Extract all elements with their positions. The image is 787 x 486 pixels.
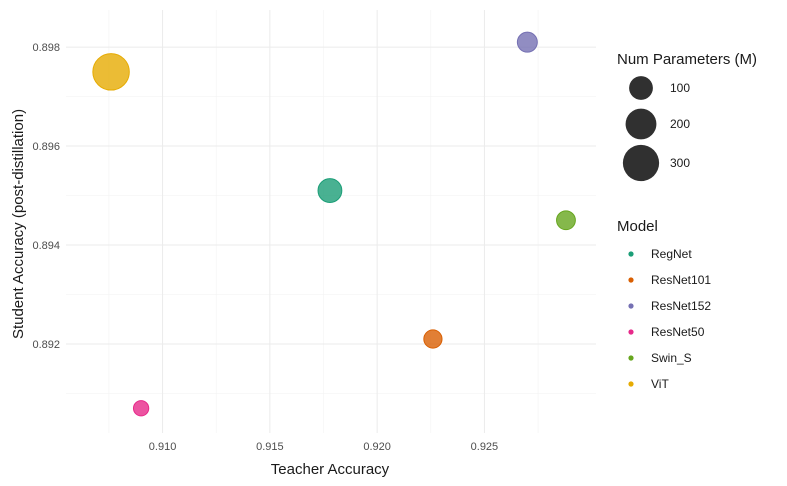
color-legend-key xyxy=(628,381,634,387)
data-point-resnet152 xyxy=(516,31,538,53)
color-legend: Model RegNet ResNet101 ResNet152 ResNet50 Sw… xyxy=(617,218,711,391)
size-legend-key xyxy=(629,76,653,100)
color-legend-label: Swin_S xyxy=(651,351,692,365)
color-legend-key xyxy=(628,329,634,335)
x-axis-title: Teacher Accuracy xyxy=(271,461,390,478)
x-tick-label: 0.910 xyxy=(149,441,177,453)
y-tick-label: 0.898 xyxy=(32,42,60,54)
color-legend-key xyxy=(628,303,634,309)
x-tick-label: 0.915 xyxy=(256,441,284,453)
y-tick-label: 0.896 xyxy=(32,141,60,153)
data-point-vit xyxy=(92,53,130,91)
data-point-resnet50 xyxy=(132,400,150,417)
data-point-swin-s xyxy=(556,210,576,231)
size-legend-label: 300 xyxy=(670,156,690,170)
color-legend-key xyxy=(628,355,634,361)
data-point-regnet xyxy=(317,178,343,203)
color-legend-title: Model xyxy=(617,218,658,235)
data-point-resnet101 xyxy=(423,329,443,349)
size-legend-label: 200 xyxy=(670,117,690,131)
y-tick-label: 0.894 xyxy=(32,240,60,252)
grid xyxy=(66,10,596,433)
color-legend-key xyxy=(628,277,634,283)
x-tick-label: 0.920 xyxy=(363,441,391,453)
axis-ticks: 0.910 0.915 0.920 0.925 0.892 0.894 0.896 0.898 xyxy=(32,42,498,453)
size-legend-key xyxy=(625,108,657,140)
color-legend-label: ResNet152 xyxy=(651,299,711,313)
color-legend-label: ViT xyxy=(651,377,669,391)
color-legend-label: RegNet xyxy=(651,247,692,261)
x-tick-label: 0.925 xyxy=(471,441,499,453)
y-tick-label: 0.892 xyxy=(32,339,60,351)
size-legend-label: 100 xyxy=(670,81,690,95)
color-legend-label: ResNet50 xyxy=(651,325,705,339)
size-legend-key xyxy=(622,144,660,182)
color-legend-label: ResNet101 xyxy=(651,273,711,287)
size-legend: Num Parameters (M) 100 200 300 xyxy=(617,51,757,182)
color-legend-key xyxy=(628,251,634,257)
data-points xyxy=(92,31,576,417)
size-legend-title: Num Parameters (M) xyxy=(617,51,757,68)
y-axis-title: Student Accuracy (post-distillation) xyxy=(10,109,27,339)
